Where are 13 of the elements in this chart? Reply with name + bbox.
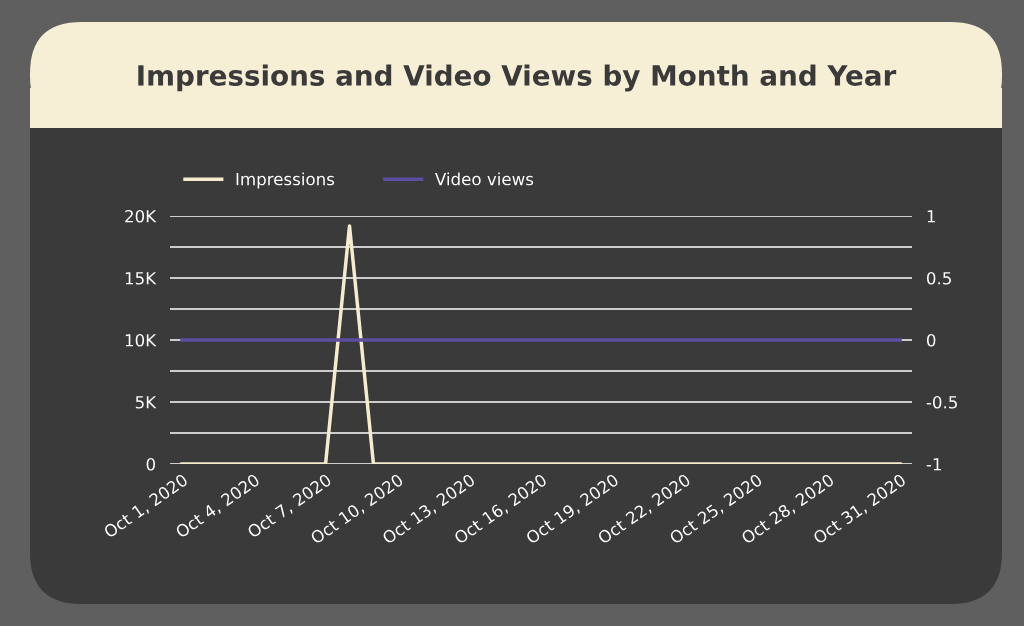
y2-tick-label: 0: [926, 333, 936, 347]
chart-title: Impressions and Video Views by Month and Year: [138, 64, 897, 92]
y2-tick-label: 0.5: [926, 271, 951, 285]
y-tick-label: 20K: [125, 209, 157, 223]
y-tick-label: 0: [146, 457, 155, 471]
y2-tick-label: -0.5: [926, 395, 957, 409]
y-tick-label: 15K: [125, 272, 157, 285]
y-tick-label: 5K: [135, 396, 157, 409]
y2-tick-label: 1: [927, 210, 935, 223]
legend-label: Video views: [435, 172, 534, 186]
legend-label: Impressions: [236, 172, 335, 189]
y-tick-label: 10K: [125, 333, 157, 347]
y2-tick-label: -1: [926, 458, 941, 471]
